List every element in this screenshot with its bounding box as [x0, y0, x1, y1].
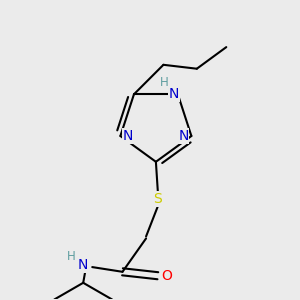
- Text: S: S: [154, 192, 162, 206]
- Text: N: N: [78, 258, 88, 272]
- Text: H: H: [67, 250, 76, 262]
- Text: N: N: [123, 129, 134, 143]
- Text: H: H: [160, 76, 169, 89]
- Text: N: N: [178, 129, 189, 143]
- Text: N: N: [169, 87, 179, 101]
- Text: O: O: [161, 269, 172, 283]
